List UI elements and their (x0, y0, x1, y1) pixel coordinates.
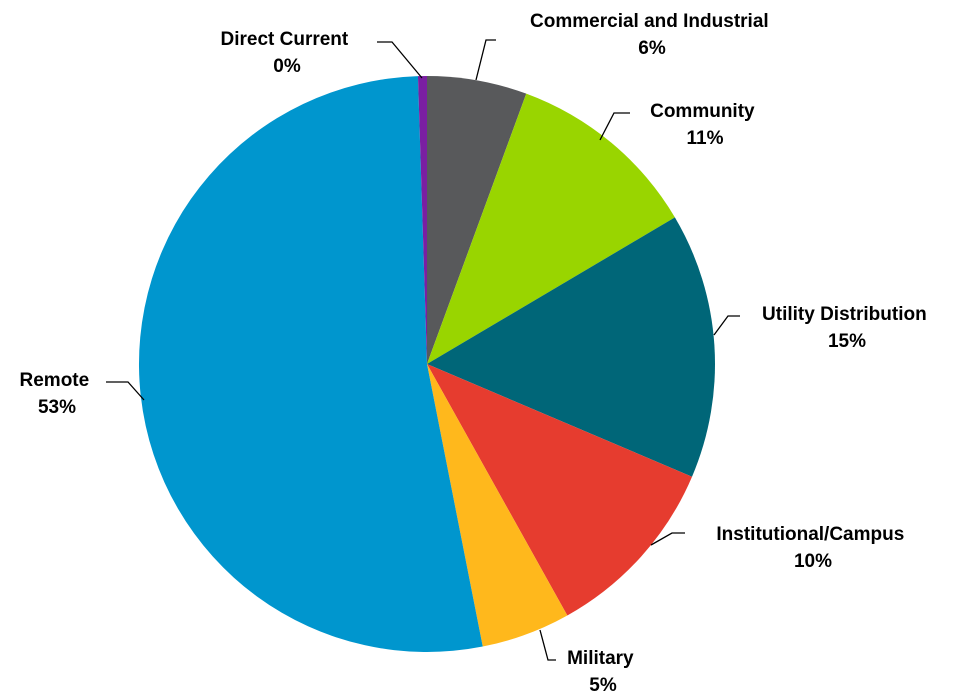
leader-utility-distribution (713, 315, 740, 336)
label-direct-current-name: Direct Current (220, 29, 348, 50)
label-institutional-campus: Institutional/Campus 10% (716, 524, 909, 572)
label-commercial-and-industrial-name: Commercial and Industrial (530, 11, 769, 32)
label-utility-distribution-name: Utility Distribution (762, 304, 927, 325)
slice-commercial-and-industrial (427, 75, 527, 364)
slice-military (427, 364, 568, 647)
slice-utility-distribution (427, 217, 716, 477)
label-remote-name: Remote (20, 370, 90, 391)
label-remote: Remote 53% (20, 370, 95, 418)
leader-community (599, 112, 630, 141)
leader-institutional-campus (650, 532, 685, 546)
slice-institutional-campus (427, 364, 693, 616)
label-military: Military 5% (567, 648, 639, 694)
label-utility-distribution: Utility Distribution 15% (762, 304, 932, 352)
label-community: Community 11% (650, 101, 760, 149)
leader-military (539, 629, 556, 661)
leader-lines (106, 39, 740, 661)
label-direct-current-value: 0% (273, 56, 301, 77)
label-military-name: Military (567, 648, 634, 669)
label-community-name: Community (650, 101, 755, 122)
label-community-value: 11% (687, 128, 724, 149)
label-military-value: 5% (589, 675, 617, 694)
label-commercial-and-industrial-value: 6% (638, 38, 666, 59)
data-labels: Commercial and Industrial 6% Community 1… (20, 11, 932, 694)
label-commercial-and-industrial: Commercial and Industrial 6% (530, 11, 774, 59)
label-direct-current: Direct Current 0% (220, 29, 353, 77)
label-utility-distribution-value: 15% (828, 331, 866, 352)
pie-slices (138, 75, 716, 652)
label-institutional-campus-name: Institutional/Campus (716, 524, 904, 545)
leader-remote (106, 381, 145, 401)
slice-remote (138, 76, 483, 652)
label-remote-value: 53% (38, 397, 76, 418)
slice-community (427, 93, 675, 364)
label-institutional-campus-value: 10% (794, 551, 832, 572)
slice-direct-current (417, 75, 427, 364)
leader-direct-current (377, 41, 423, 79)
leader-commercial-and-industrial (475, 39, 496, 81)
